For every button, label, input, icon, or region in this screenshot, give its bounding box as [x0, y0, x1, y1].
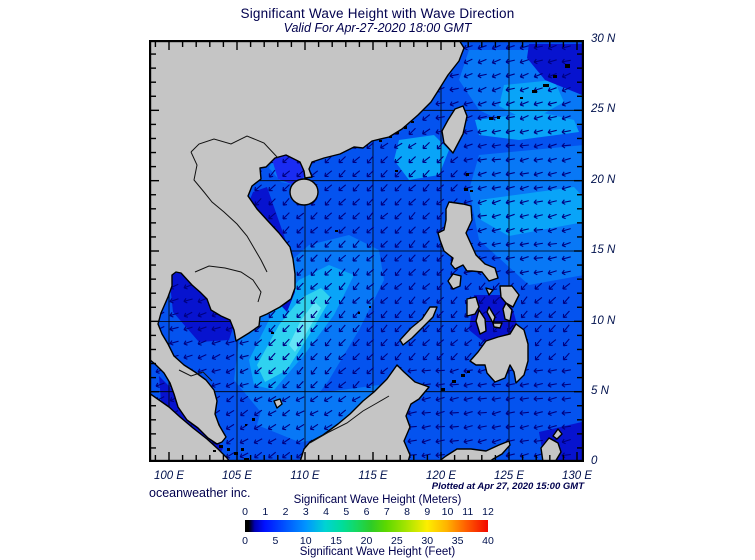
land-polygon [466, 296, 480, 317]
legend-tick-meters: 0 [242, 506, 248, 518]
wave-band [527, 44, 582, 95]
legend-tick-feet: 15 [330, 535, 342, 547]
legend-colorbar [245, 520, 488, 532]
wave-band [394, 135, 449, 180]
legend-tick-feet: 25 [391, 535, 403, 547]
wave-band [499, 80, 564, 122]
land-polygon [492, 322, 503, 329]
land-polygon [552, 428, 563, 440]
legend-tick-feet: 0 [242, 535, 248, 547]
lon-label: 130 E [561, 470, 593, 482]
legend-tick-meters: 1 [262, 506, 269, 518]
land-polygon [447, 273, 462, 290]
lon-label: 120 E [425, 470, 457, 482]
credit-oceanweather: oceanweather inc. [149, 486, 251, 500]
wave-map [148, 39, 585, 463]
legend-tick-meters: 4 [323, 506, 329, 518]
legend-tick-meters: 5 [343, 506, 350, 518]
map-panel [148, 39, 585, 463]
wave-band [479, 187, 584, 236]
small-islands [213, 64, 570, 461]
lat-label: 25 N [591, 103, 616, 115]
land-polygon [469, 323, 529, 384]
land-polygon [399, 306, 438, 346]
plotted-at-label: Plotted at Apr 27, 2020 15:00 GMT [431, 481, 584, 492]
legend-tick-meters: 10 [441, 506, 454, 518]
land-polygon [441, 105, 468, 154]
land-polygon [148, 39, 465, 445]
legend-title-meters: Significant Wave Height (Meters) [293, 494, 462, 506]
lat-label: 10 N [591, 315, 616, 327]
legend-tick-feet: 35 [451, 535, 464, 547]
lon-label: 105 E [221, 470, 253, 482]
legend-title-feet: Significant Wave Height (Feet) [299, 546, 456, 558]
land-polygon [437, 201, 499, 282]
land-polygon [299, 364, 430, 463]
legend-tick-feet: 5 [272, 535, 279, 547]
map-frame [148, 39, 585, 463]
lat-label: 15 N [591, 244, 616, 256]
land-polygon [475, 309, 487, 335]
page-title: Significant Wave Height with Wave Direct… [240, 6, 515, 21]
land-polygon [499, 285, 520, 308]
lat-label: 20 N [591, 174, 616, 186]
legend-tick-meters: 11 [462, 506, 474, 518]
legend-tick-feet: 20 [360, 535, 373, 547]
land-polygon [437, 440, 511, 463]
legend-tick-meters: 3 [302, 506, 309, 518]
legend-tick-meters: 6 [363, 506, 370, 518]
legend-tick-feet: 40 [482, 535, 494, 547]
land-polygon [502, 302, 513, 322]
hainan-island [289, 178, 319, 206]
lon-label: 125 E [493, 470, 525, 482]
legend-tick-meters: 12 [482, 506, 494, 518]
lon-label: 100 E [153, 470, 185, 482]
lon-label: 115 E [358, 470, 388, 482]
country-borders [178, 135, 390, 444]
legend-tick-meters: 8 [404, 506, 410, 518]
wave-band [475, 112, 579, 140]
landmasses [148, 39, 563, 463]
land-polygon [273, 398, 283, 409]
valid-time-subtitle: Valid For Apr-27-2020 18:00 GMT [283, 21, 472, 35]
lat-label: 5 N [591, 385, 609, 397]
legend-tick-feet: 10 [299, 535, 312, 547]
legend-tick-meters: 7 [383, 506, 390, 518]
lon-label: 110 E [290, 470, 320, 482]
lat-label: 0 [591, 455, 598, 467]
land-polygon [485, 287, 494, 296]
legend-tick-meters: 2 [282, 506, 289, 518]
legend-tick-meters: 9 [424, 506, 431, 518]
lat-label: 30 N [591, 33, 616, 45]
legend-tick-feet: 30 [421, 535, 434, 547]
